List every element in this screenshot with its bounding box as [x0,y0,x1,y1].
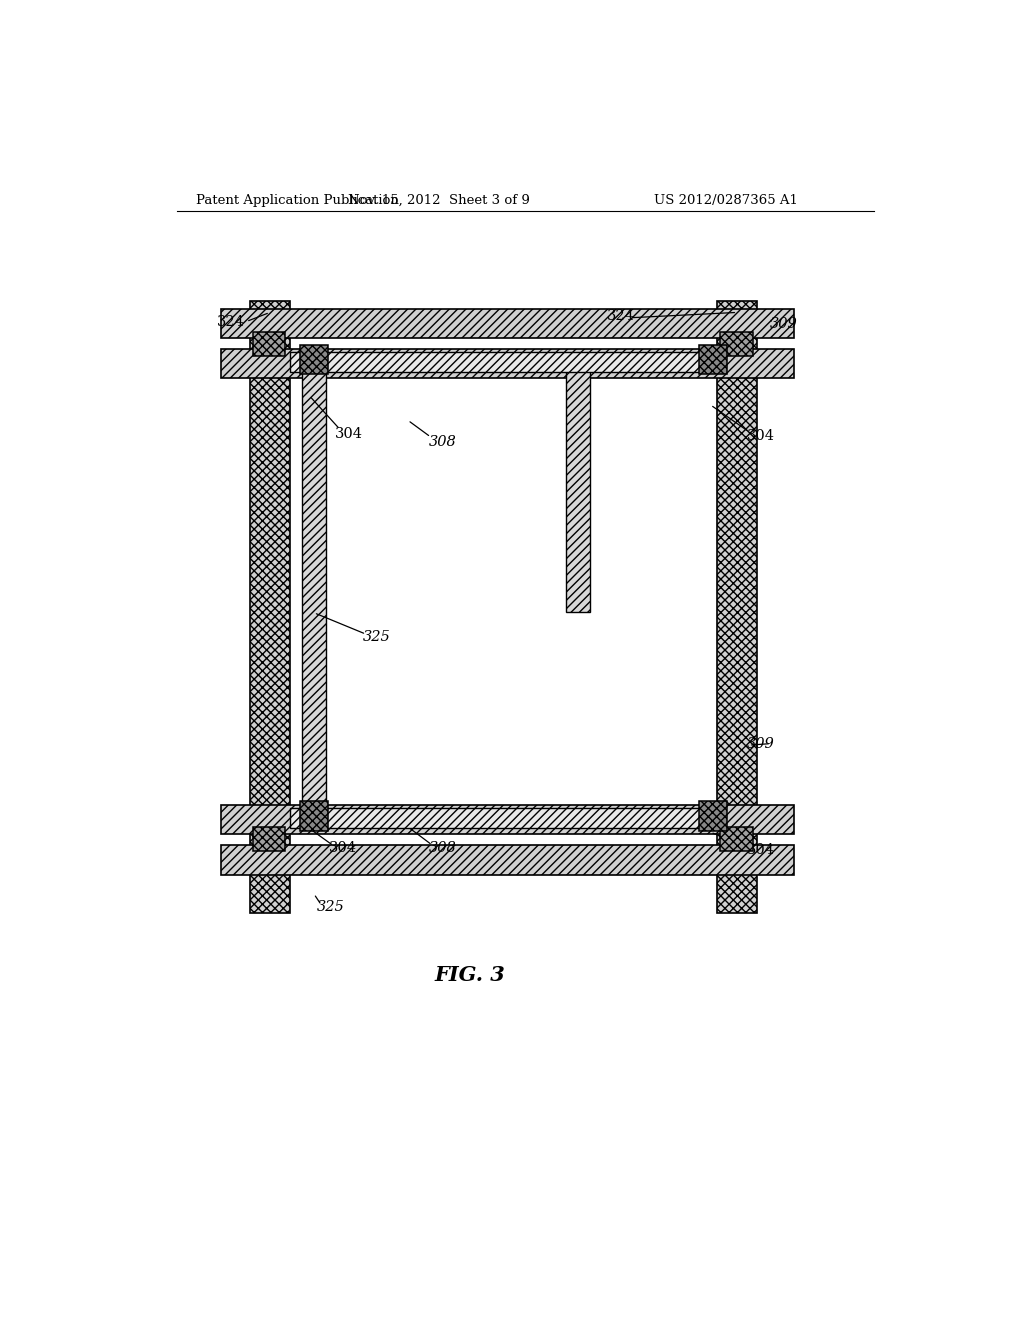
Bar [253,826,286,851]
Text: 309: 309 [770,317,798,331]
Bar [221,348,795,378]
Text: FIG. 3: FIG. 3 [434,965,505,985]
Text: 324: 324 [606,309,634,323]
Bar [300,345,328,374]
Bar [698,801,727,830]
Text: 325: 325 [316,900,345,913]
Text: 308: 308 [429,434,457,449]
Bar [301,368,326,829]
Text: 304: 304 [335,428,362,441]
Bar [221,309,795,338]
Bar [565,368,590,612]
Bar [698,345,727,374]
Bar [290,808,717,829]
Bar [250,301,290,913]
Bar [253,331,286,356]
Text: US 2012/0287365 A1: US 2012/0287365 A1 [654,194,798,207]
Bar [720,331,753,356]
Bar [300,801,328,830]
Text: 308: 308 [429,841,457,855]
Text: 324: 324 [217,314,245,329]
Text: 304: 304 [746,429,774,442]
Bar [290,351,717,372]
Bar [221,845,795,875]
Text: 304: 304 [746,843,774,857]
Text: Nov. 15, 2012  Sheet 3 of 9: Nov. 15, 2012 Sheet 3 of 9 [347,194,529,207]
Text: Patent Application Publication: Patent Application Publication [196,194,399,207]
Text: 304: 304 [330,841,357,855]
Bar [221,805,795,834]
Bar [720,826,753,851]
Text: 325: 325 [364,631,391,644]
Text: 309: 309 [746,737,774,751]
Bar [717,301,758,913]
